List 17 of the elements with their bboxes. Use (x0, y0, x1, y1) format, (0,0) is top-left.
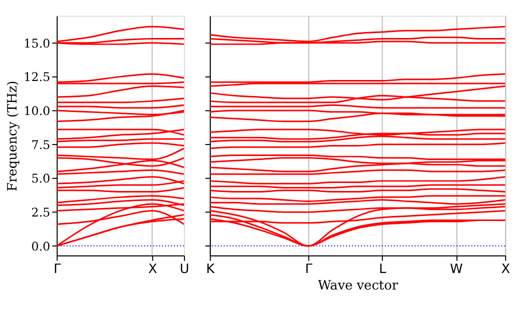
x-axis-title: Wave vector (318, 278, 399, 294)
y-tick-label: 5.0 (31, 172, 50, 186)
x-tick-label: Γ (54, 262, 62, 277)
x-tick-label: Γ (305, 262, 314, 277)
y-tick-label: 7.5 (31, 138, 50, 152)
y-tick-label: 10.0 (24, 104, 50, 118)
x-tick-label: X (501, 262, 510, 277)
x-tick-label: L (378, 262, 387, 277)
x-tick-label: K (206, 262, 216, 277)
y-tick-label: 2.5 (31, 206, 50, 220)
y-tick-label: 0.0 (31, 239, 50, 254)
x-tick-label: U (180, 262, 190, 277)
y-tick-label: 15.0 (24, 36, 50, 50)
x-tick-label: X (148, 262, 158, 277)
y-axis-title: Frequency (THz) (6, 80, 21, 192)
x-tick-label: W (450, 262, 464, 277)
y-tick-label: 12.5 (24, 70, 50, 84)
